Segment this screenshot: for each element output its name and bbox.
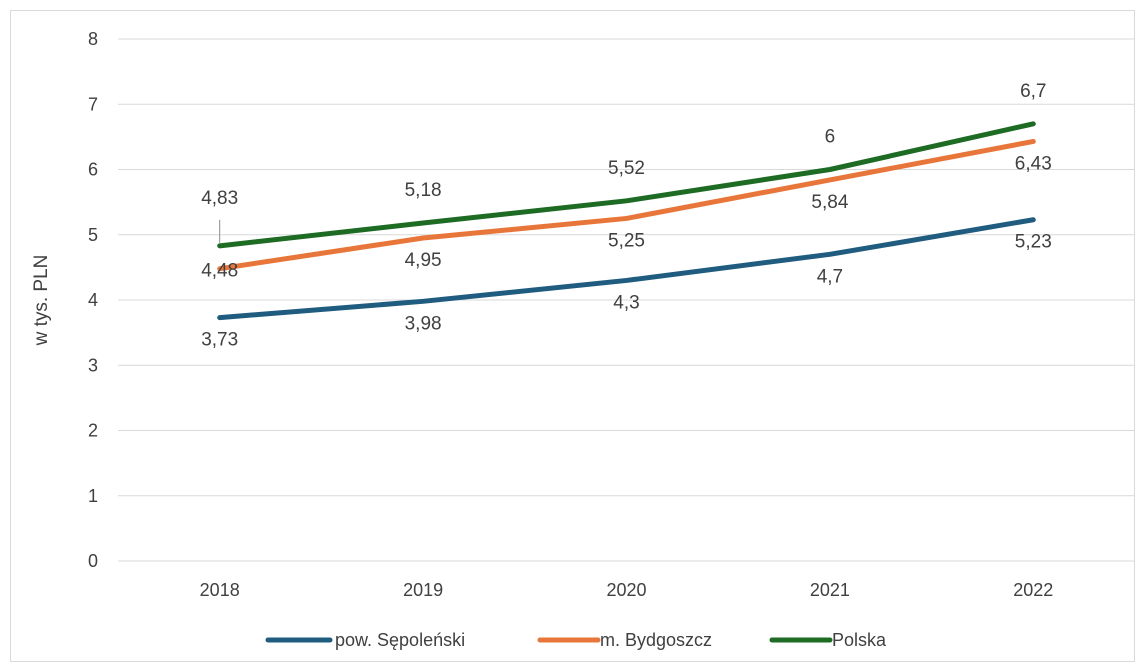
legend-item: pow. Sępoleński — [265, 630, 465, 650]
legend-label: m. Bydgoszcz — [600, 630, 712, 650]
y-tick-label: 3 — [88, 355, 98, 375]
y-axis-ticks: 0 1 2 3 4 5 6 7 8 — [88, 29, 98, 571]
data-label: 5,25 — [608, 230, 645, 251]
y-tick-label: 7 — [88, 94, 98, 114]
data-label: 5,18 — [405, 180, 442, 201]
series-line — [217, 138, 1036, 272]
y-tick-label: 2 — [88, 421, 98, 441]
y-tick-label: 1 — [88, 486, 98, 506]
data-label: 5,84 — [811, 192, 848, 213]
y-tick-label: 4 — [88, 290, 98, 310]
data-label: 3,98 — [405, 313, 442, 334]
y-tick-label: 6 — [88, 160, 98, 180]
legend-label: pow. Sępoleński — [335, 630, 465, 650]
x-tick-label: 2021 — [810, 580, 850, 600]
legend-label: Polska — [832, 630, 887, 650]
data-label: 4,3 — [613, 292, 639, 313]
x-axis-ticks: 2018 2019 2020 2021 2022 — [200, 580, 1054, 600]
legend: pow. Sępoleński m. Bydgoszcz Polska — [265, 630, 887, 650]
chart-frame — [10, 10, 1135, 662]
data-labels: 3,73 3,98 4,3 4,7 5,23 4,48 4,95 5,25 5,84 6,43 4,… — [201, 81, 1052, 351]
x-tick-label: 2020 — [606, 580, 646, 600]
data-label: 5,23 — [1015, 232, 1052, 253]
data-label: 4,7 — [817, 266, 843, 287]
legend-item: m. Bydgoszcz — [537, 630, 712, 650]
grid-lines — [118, 38, 1135, 562]
series-line — [217, 121, 1036, 249]
y-axis-label: w tys. PLN — [31, 255, 52, 347]
x-tick-label: 2019 — [403, 580, 443, 600]
data-label: 6,43 — [1015, 153, 1052, 174]
data-label: 6 — [825, 127, 836, 148]
x-tick-label: 2018 — [200, 580, 240, 600]
legend-item: Polska — [769, 630, 887, 650]
y-tick-label: 5 — [88, 225, 98, 245]
data-label: 6,7 — [1020, 81, 1046, 102]
data-label: 3,73 — [201, 330, 238, 351]
data-label: 4,83 — [201, 188, 238, 209]
y-tick-label: 0 — [88, 551, 98, 571]
data-label: 4,95 — [405, 250, 442, 271]
y-tick-label: 8 — [88, 29, 98, 49]
series-line — [217, 217, 1036, 321]
x-tick-label: 2022 — [1013, 580, 1053, 600]
series-lines — [217, 121, 1036, 321]
data-label: 4,48 — [201, 261, 238, 282]
data-label: 5,52 — [608, 158, 645, 179]
